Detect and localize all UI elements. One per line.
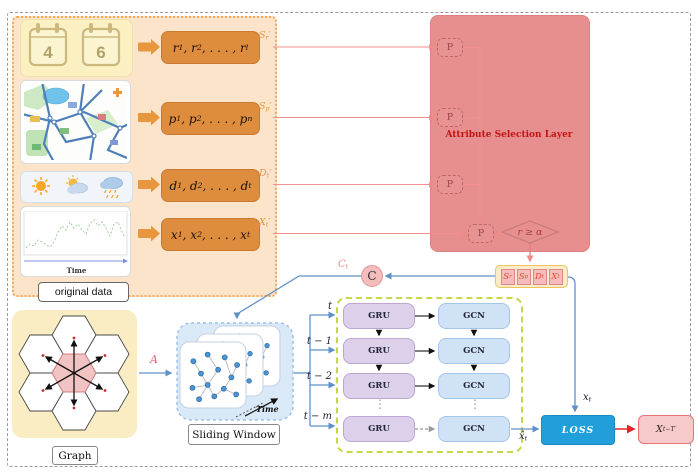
attribute-selection-title: Attribute Selection Layer — [445, 130, 573, 140]
sequence-label-dt: Dt′ — [259, 168, 272, 180]
partly-cloudy-icon — [66, 175, 88, 194]
loss-box: LOSS — [541, 415, 615, 445]
graph-label: Graph — [52, 446, 98, 465]
true-input-label: xt — [583, 392, 592, 404]
gru-ellipsis: ⋮ — [374, 397, 386, 411]
weather-icons-strip — [32, 175, 123, 199]
threshold-condition: r ≥ α — [517, 226, 543, 238]
timeseries-line — [25, 219, 126, 249]
step-label-t: t — [327, 301, 332, 312]
grid-arrows — [375, 312, 478, 433]
predicted-input-label: x̂t — [519, 431, 528, 443]
block-arrows — [138, 39, 160, 242]
timeseries-card: Time — [20, 206, 131, 277]
calendar-card: 4 6 — [20, 19, 133, 77]
gcn-box-tm: GCN — [438, 416, 510, 442]
concat-node: C — [361, 265, 383, 287]
step-label-t2: t − 2 — [306, 371, 332, 382]
gru-box-t2: GRU — [343, 373, 415, 399]
sliding-window-panel — [176, 322, 294, 421]
p-node-1: P — [437, 38, 463, 57]
calendar-number-left: 4 — [43, 43, 53, 62]
gcn-box-t: GCN — [438, 303, 510, 329]
gcn-box-t2: GCN — [438, 373, 510, 399]
attribute-lines — [273, 43, 534, 263]
weather-card — [20, 171, 133, 203]
calendar-icon-right — [81, 27, 121, 67]
p-node-2: P — [437, 108, 463, 127]
calendar-icons: 4 6 — [28, 23, 121, 67]
time-direction-arrow — [235, 398, 279, 418]
gru-box-t1: GRU — [343, 338, 415, 364]
calendar-number-right: 6 — [96, 43, 105, 62]
sliding-window-label: Sliding Window — [188, 424, 280, 445]
gcn-box-t1: GCN — [438, 338, 510, 364]
adjacency-arrows — [44, 339, 104, 407]
calendar-icon-left — [28, 27, 68, 67]
hexagon-graph — [12, 310, 137, 438]
gru-box-t: GRU — [343, 303, 415, 329]
map-card — [20, 80, 131, 164]
window-snapshots — [179, 325, 281, 409]
city-map-image — [24, 84, 127, 160]
threshold-diamond — [500, 220, 560, 244]
step-label-tm: t − m — [303, 411, 332, 422]
window-time-label: Time — [256, 404, 279, 414]
flow-lines-blue — [139, 272, 579, 433]
adjacency-matrix-label: A — [150, 353, 158, 366]
sun-icon — [32, 177, 50, 195]
sequence-label-sp: Sp′ — [259, 101, 272, 113]
concat-label: Ct — [338, 259, 349, 271]
sequence-label-sr: Sr′ — [259, 30, 271, 42]
p-node-3: P — [437, 175, 463, 194]
attribute-selection-layer — [430, 15, 590, 252]
timeseries-axis-label: Time — [66, 266, 87, 275]
step-label-t1: t − 1 — [306, 336, 332, 347]
original-data-label: original data — [38, 282, 129, 302]
gcn-ellipsis: ⋮ — [469, 397, 481, 411]
timeseries-plot — [23, 211, 128, 264]
gru-box-tm: GRU — [343, 416, 415, 442]
outer-dashed-frame — [7, 12, 691, 467]
rain-cloud-icon — [100, 177, 123, 199]
sequence-label-xt: Xt′ — [259, 217, 271, 229]
temporal-grid-panel — [336, 297, 523, 453]
p-node-4: P — [468, 224, 494, 243]
